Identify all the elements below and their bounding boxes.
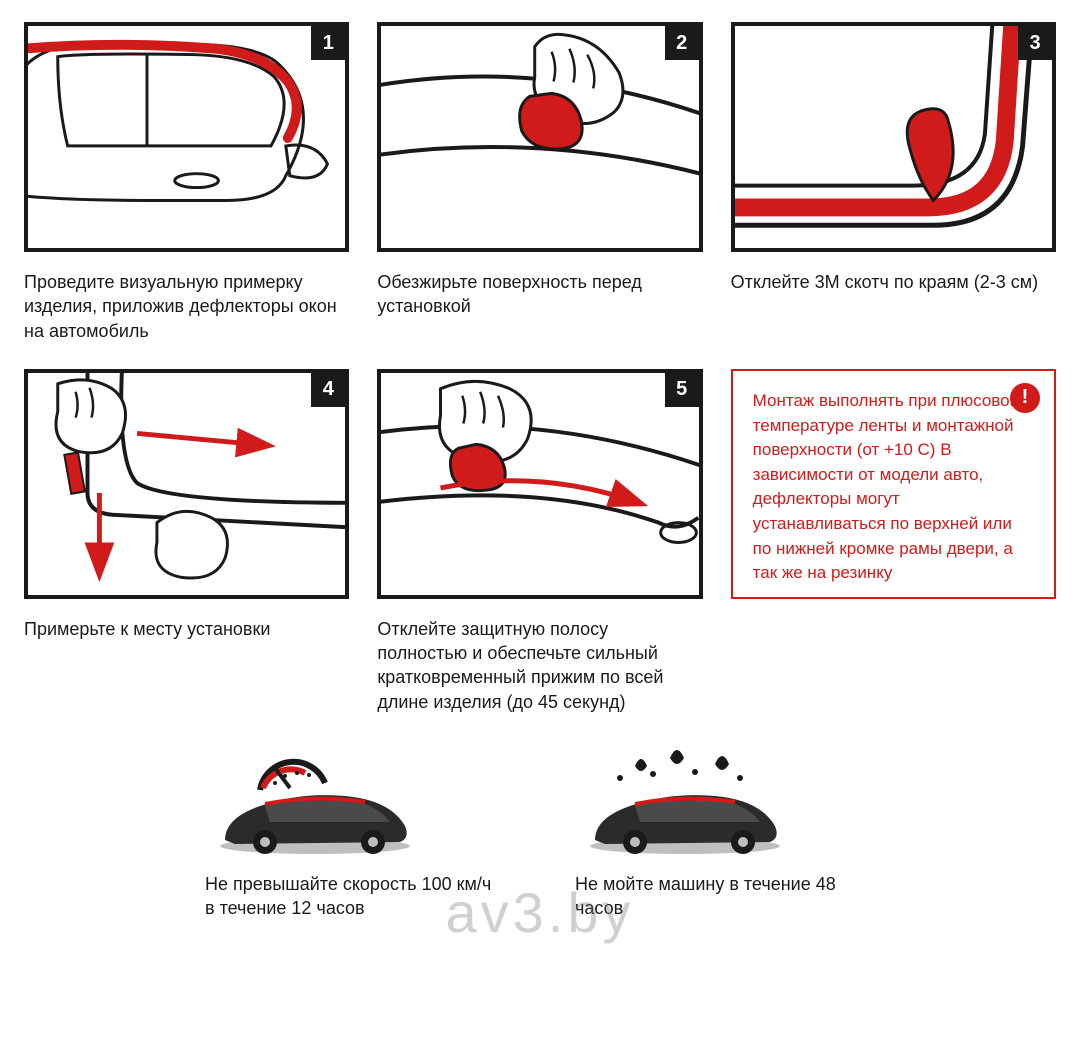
step-1-illustration: 1 — [24, 22, 349, 252]
note-speed-caption: Не превышайте скорость 100 км/ч в течени… — [205, 872, 505, 921]
note-wash: Не мойте машину в течение 48 часов — [575, 748, 875, 921]
step-3-caption: Отклейте 3М скотч по краям (2-3 см) — [731, 270, 1056, 294]
step-5-caption: Отклейте защитную полосу полностью и обе… — [377, 617, 702, 714]
car-wash-icon — [575, 748, 795, 858]
step-2-caption: Обезжирьте поверхность перед установкой — [377, 270, 702, 319]
step-2-illustration: 2 — [377, 22, 702, 252]
step-4-caption: Примерьте к месту установки — [24, 617, 349, 641]
warning-box: ! Монтаж выполнять при плюсовой температ… — [731, 369, 1056, 599]
step-badge: 3 — [1018, 26, 1052, 60]
step-1: 1 Проведите визуальную примерку изделия,… — [24, 22, 349, 343]
bottom-notes: Не превышайте скорость 100 км/ч в течени… — [24, 748, 1056, 921]
step-1-caption: Проведите визуальную примерку изделия, п… — [24, 270, 349, 343]
step-4-illustration: 4 — [24, 369, 349, 599]
warning-text: Монтаж выполнять при плюсовой температур… — [753, 389, 1034, 586]
note-speed: Не превышайте скорость 100 км/ч в течени… — [205, 748, 505, 921]
note-wash-caption: Не мойте машину в течение 48 часов — [575, 872, 875, 921]
step-badge: 4 — [311, 373, 345, 407]
step-badge: 5 — [665, 373, 699, 407]
warning-cell: ! Монтаж выполнять при плюсовой температ… — [731, 369, 1056, 714]
step-5-illustration: 5 — [377, 369, 702, 599]
step-badge: 2 — [665, 26, 699, 60]
instruction-grid: 1 Проведите визуальную примерку изделия,… — [24, 22, 1056, 714]
step-2: 2 Обезжирьте поверхность перед установко… — [377, 22, 702, 343]
step-3-illustration: 3 — [731, 22, 1056, 252]
step-4: 4 Примерьте к месту установки — [24, 369, 349, 714]
step-5: 5 Отклейте защитную полосу полностью и о… — [377, 369, 702, 714]
step-badge: 1 — [311, 26, 345, 60]
car-speed-icon — [205, 748, 425, 858]
warning-icon: ! — [1010, 383, 1040, 413]
step-3: 3 Отклейте 3М скотч по краям (2-3 см) — [731, 22, 1056, 343]
